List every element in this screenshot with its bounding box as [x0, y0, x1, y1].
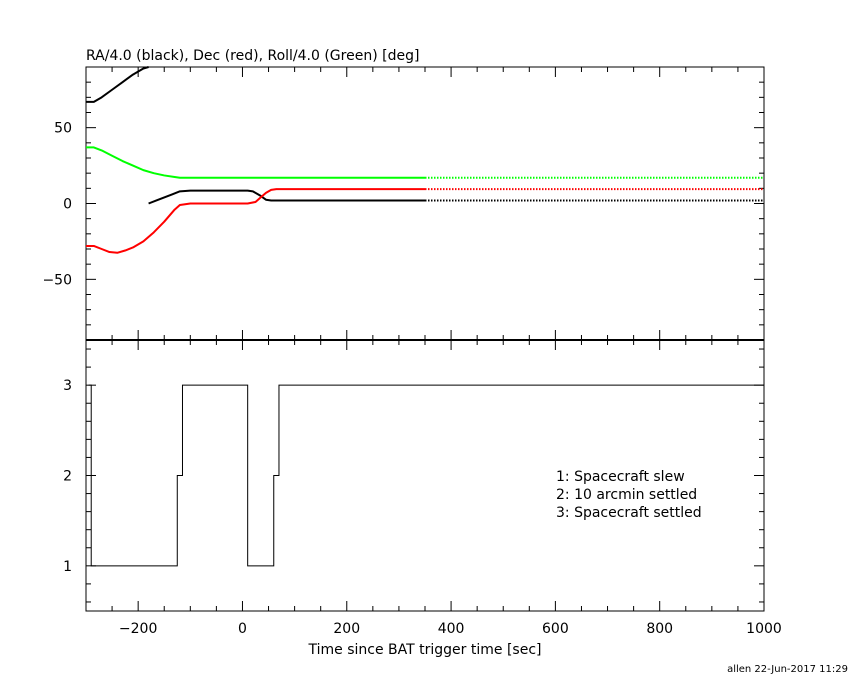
- series-line-1: [148, 189, 425, 205]
- x-tick-label: 0: [238, 621, 247, 637]
- y-tick-label: 3: [63, 378, 72, 394]
- x-tick-label: 1000: [746, 621, 782, 637]
- top-panel: RA/4.0 (black), Dec (red), Roll/4.0 (Gre…: [42, 48, 765, 341]
- top-panel-title: RA/4.0 (black), Dec (red), Roll/4.0 (Gre…: [86, 48, 419, 64]
- x-tick-label: 200: [333, 621, 360, 637]
- top-panel-series: [86, 66, 764, 254]
- bottom-panel-ticks: −200 0 200 400 600 800 1000 1 2 3: [63, 340, 782, 637]
- series-line-0: [86, 66, 149, 103]
- footer-timestamp: allen 22-Jun-2017 11:29: [727, 664, 848, 675]
- x-tick-label: −200: [119, 621, 157, 637]
- legend-item-3: 3: Spacecraft settled: [556, 505, 702, 521]
- bottom-panel: −200 0 200 400 600 800 1000 1 2 3 1: Spacecraft s…: [63, 339, 782, 658]
- status-step-line: [88, 384, 764, 567]
- x-tick-label: 400: [438, 621, 465, 637]
- y-tick-label: 1: [63, 559, 72, 575]
- y-tick-label: 0: [63, 197, 72, 213]
- x-axis-label: Time since BAT trigger time [sec]: [308, 642, 542, 658]
- top-panel-ticks: −50 0 50: [42, 66, 765, 341]
- legend-item-2: 2: 10 arcmin settled: [556, 487, 697, 503]
- bottom-panel-series: [88, 384, 764, 567]
- y-tick-label: 50: [54, 121, 72, 137]
- x-tick-label: 800: [646, 621, 673, 637]
- legend: 1: Spacecraft slew 2: 10 arcmin settled …: [556, 469, 702, 521]
- series-line-2: [86, 188, 425, 254]
- series-line-3: [86, 146, 425, 179]
- legend-item-1: 1: Spacecraft slew: [556, 469, 685, 485]
- x-tick-label: 600: [542, 621, 569, 637]
- y-tick-label: −50: [42, 272, 72, 288]
- y-tick-label: 2: [63, 469, 72, 485]
